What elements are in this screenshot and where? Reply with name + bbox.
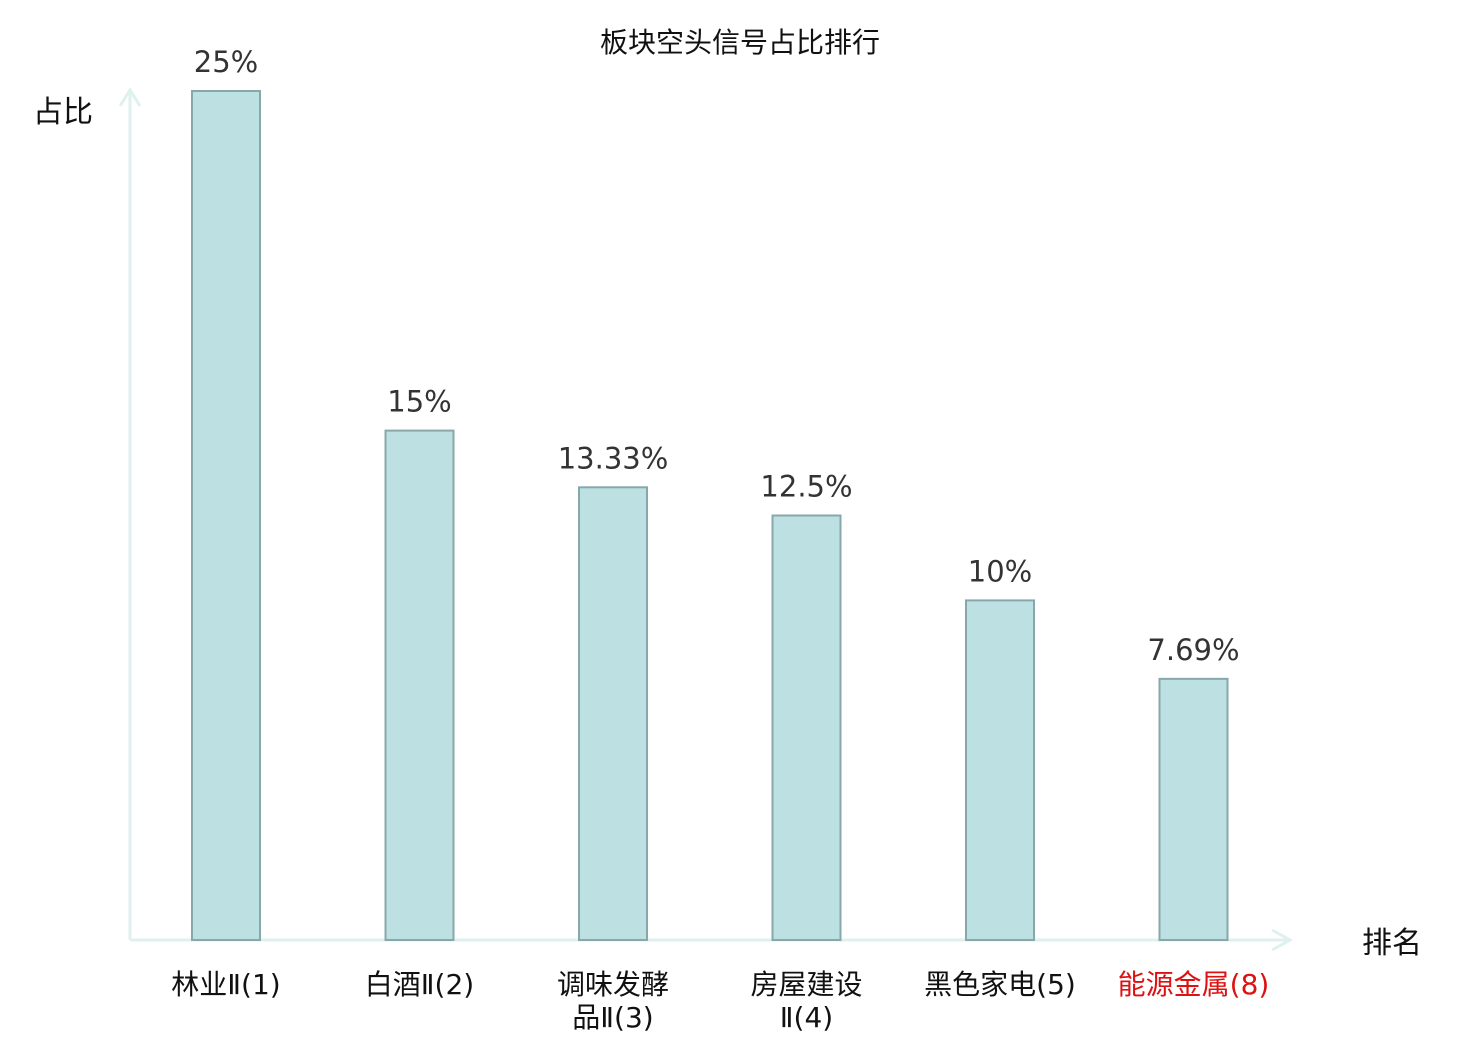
bar-4	[771, 514, 842, 941]
category-label-5: 黑色家电(5)	[924, 968, 1076, 1001]
bar-5	[965, 599, 1035, 942]
category-label-1: 林业Ⅱ(1)	[171, 968, 280, 1001]
category-label-6: 能源金属(8)	[1118, 968, 1270, 1001]
value-label-6: 7.69%	[1147, 633, 1239, 667]
value-label-3: 13.33%	[558, 441, 669, 475]
bar-1	[191, 90, 261, 941]
bar-2	[384, 429, 455, 941]
bars	[191, 90, 1229, 942]
bar-3	[578, 486, 648, 941]
chart-title: 板块空头信号占比排行	[600, 26, 880, 59]
category-label-4: 房屋建设 Ⅱ(4)	[750, 968, 862, 1034]
bar-6	[1158, 677, 1229, 941]
category-label-2: 白酒Ⅱ(2)	[365, 968, 474, 1001]
value-label-1: 25%	[194, 45, 258, 79]
value-labels: 25% 15% 13.33% 12.5% 10% 7.69%	[194, 45, 1240, 667]
value-label-4: 12.5%	[760, 470, 852, 504]
value-label-2: 15%	[387, 385, 451, 419]
category-labels: 林业Ⅱ(1) 白酒Ⅱ(2) 调味发酵品Ⅱ(3) 房屋建设 Ⅱ(4) 黑色家电(5) 能源金属…	[171, 968, 1269, 1034]
x-axis	[130, 928, 1294, 952]
x-axis-label: 排名	[1362, 926, 1422, 961]
x-axis-arrow	[1271, 928, 1294, 952]
value-label-5: 10%	[968, 554, 1032, 588]
y-axis-arrow	[118, 87, 142, 107]
category-label-3: 调味发酵品Ⅱ(3)	[557, 968, 669, 1034]
y-axis-label: 占比	[33, 95, 93, 130]
y-axis	[118, 87, 142, 940]
